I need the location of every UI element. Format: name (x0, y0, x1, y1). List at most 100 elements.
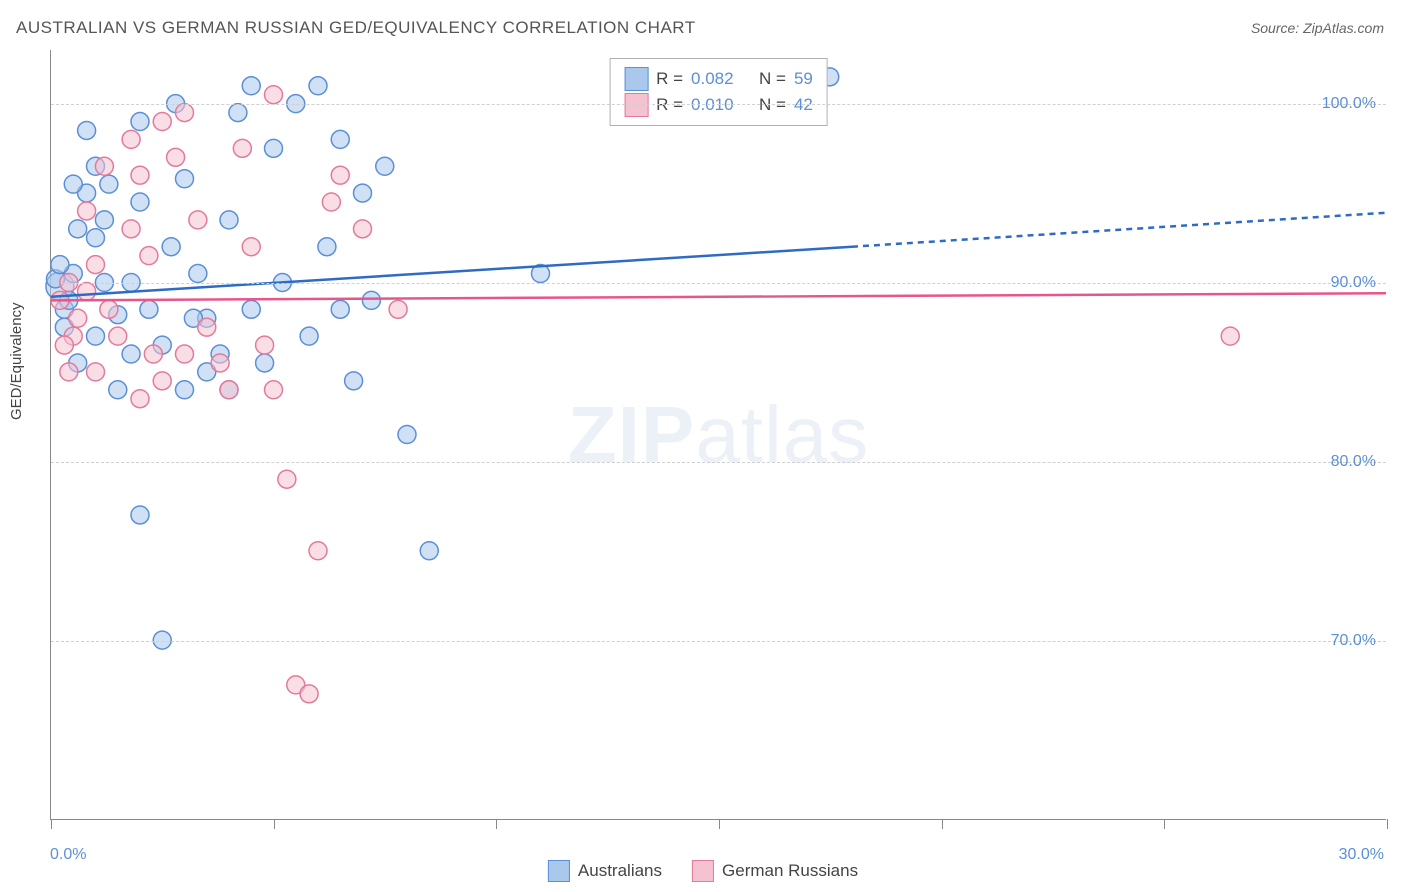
chart-plot-area: ZIPatlas R = 0.082 N = 59 R = 0.010 N = … (50, 50, 1386, 820)
data-point (331, 300, 349, 318)
x-tick (496, 819, 497, 829)
data-point (198, 318, 216, 336)
data-point (318, 238, 336, 256)
data-point (162, 238, 180, 256)
scatter-plot-svg (51, 50, 1386, 819)
x-tick (1164, 819, 1165, 829)
data-point (87, 229, 105, 247)
swatch-icon (624, 93, 648, 117)
data-point (322, 193, 340, 211)
legend-row-german-russians: R = 0.010 N = 42 (624, 93, 813, 117)
correlation-legend: R = 0.082 N = 59 R = 0.010 N = 42 (609, 58, 828, 126)
data-point (87, 256, 105, 274)
data-point (278, 470, 296, 488)
data-point (309, 542, 327, 560)
data-point (176, 104, 194, 122)
x-axis-min-label: 0.0% (50, 846, 86, 864)
chart-title: AUSTRALIAN VS GERMAN RUSSIAN GED/EQUIVAL… (16, 18, 696, 38)
data-point (69, 309, 87, 327)
data-point (176, 381, 194, 399)
data-point (189, 211, 207, 229)
gridline (51, 104, 1386, 105)
data-point (331, 166, 349, 184)
data-point (265, 381, 283, 399)
data-point (362, 291, 380, 309)
data-point (64, 175, 82, 193)
data-point (95, 157, 113, 175)
y-tick-label: 70.0% (1331, 632, 1376, 650)
data-point (131, 506, 149, 524)
data-point (167, 148, 185, 166)
data-point (140, 300, 158, 318)
data-point (78, 202, 96, 220)
data-point (100, 175, 118, 193)
data-point (60, 363, 78, 381)
x-tick (942, 819, 943, 829)
source-attribution: Source: ZipAtlas.com (1251, 20, 1384, 36)
x-tick (51, 819, 52, 829)
data-point (242, 77, 260, 95)
x-axis-max-label: 30.0% (1339, 846, 1384, 864)
data-point (354, 220, 372, 238)
data-point (242, 300, 260, 318)
swatch-icon (692, 860, 714, 882)
data-point (153, 113, 171, 131)
data-point (78, 121, 96, 139)
gridline (51, 641, 1386, 642)
data-point (220, 211, 238, 229)
data-point (233, 139, 251, 157)
swatch-icon (624, 67, 648, 91)
data-point (131, 390, 149, 408)
data-point (1221, 327, 1239, 345)
x-tick (1387, 819, 1388, 829)
regression-line (51, 293, 1386, 300)
data-point (376, 157, 394, 175)
data-point (69, 220, 87, 238)
data-point (176, 345, 194, 363)
swatch-icon (548, 860, 570, 882)
series-legend: Australians German Russians (548, 860, 858, 882)
legend-row-australians: R = 0.082 N = 59 (624, 67, 813, 91)
data-point (100, 300, 118, 318)
data-point (398, 426, 416, 444)
y-tick-label: 100.0% (1322, 95, 1376, 113)
data-point (87, 363, 105, 381)
data-point (122, 220, 140, 238)
data-point (309, 77, 327, 95)
regression-line-extrapolated (852, 213, 1386, 247)
data-point (140, 247, 158, 265)
data-point (300, 685, 318, 703)
data-point (220, 381, 238, 399)
data-point (176, 170, 194, 188)
data-point (109, 381, 127, 399)
gridline (51, 462, 1386, 463)
data-point (300, 327, 318, 345)
data-point (256, 336, 274, 354)
data-point (265, 139, 283, 157)
data-point (109, 327, 127, 345)
legend-item-german-russians: German Russians (692, 860, 858, 882)
data-point (122, 345, 140, 363)
data-point (242, 238, 260, 256)
y-tick-label: 90.0% (1331, 274, 1376, 292)
y-tick-label: 80.0% (1331, 453, 1376, 471)
data-point (189, 265, 207, 283)
data-point (122, 130, 140, 148)
legend-item-australians: Australians (548, 860, 662, 882)
data-point (78, 282, 96, 300)
data-point (354, 184, 372, 202)
data-point (55, 336, 73, 354)
data-point (95, 211, 113, 229)
data-point (153, 372, 171, 390)
gridline (51, 283, 1386, 284)
data-point (144, 345, 162, 363)
data-point (256, 354, 274, 372)
data-point (265, 86, 283, 104)
x-tick (274, 819, 275, 829)
data-point (131, 166, 149, 184)
data-point (211, 354, 229, 372)
x-tick (719, 819, 720, 829)
data-point (51, 256, 69, 274)
data-point (345, 372, 363, 390)
y-axis-label: GED/Equivalency (8, 302, 25, 420)
